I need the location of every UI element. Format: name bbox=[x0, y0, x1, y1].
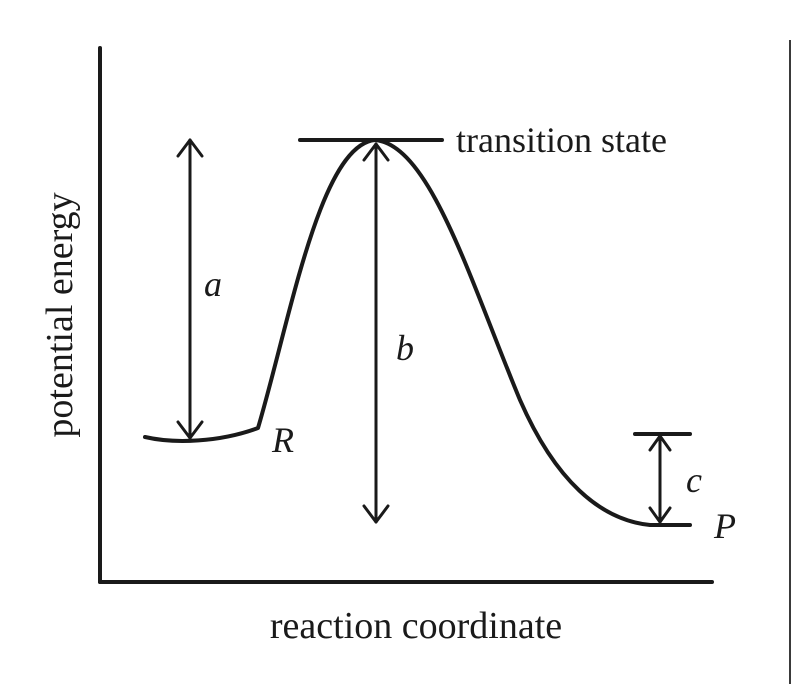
arrow-c-label: c bbox=[686, 460, 702, 500]
product-label: P bbox=[713, 506, 736, 546]
arrow-a bbox=[176, 138, 204, 440]
transition-state-label: transition state bbox=[456, 120, 667, 160]
arrow-b-label: b bbox=[396, 328, 414, 368]
x-axis-label: reaction coordinate bbox=[270, 605, 562, 647]
arrow-a-label: a bbox=[204, 264, 222, 304]
y-axis-label: potential energy bbox=[39, 192, 81, 437]
reactant-label: R bbox=[271, 420, 294, 460]
arrow-c bbox=[633, 432, 692, 524]
energy-curve bbox=[143, 138, 692, 527]
arrow-b bbox=[362, 142, 390, 524]
